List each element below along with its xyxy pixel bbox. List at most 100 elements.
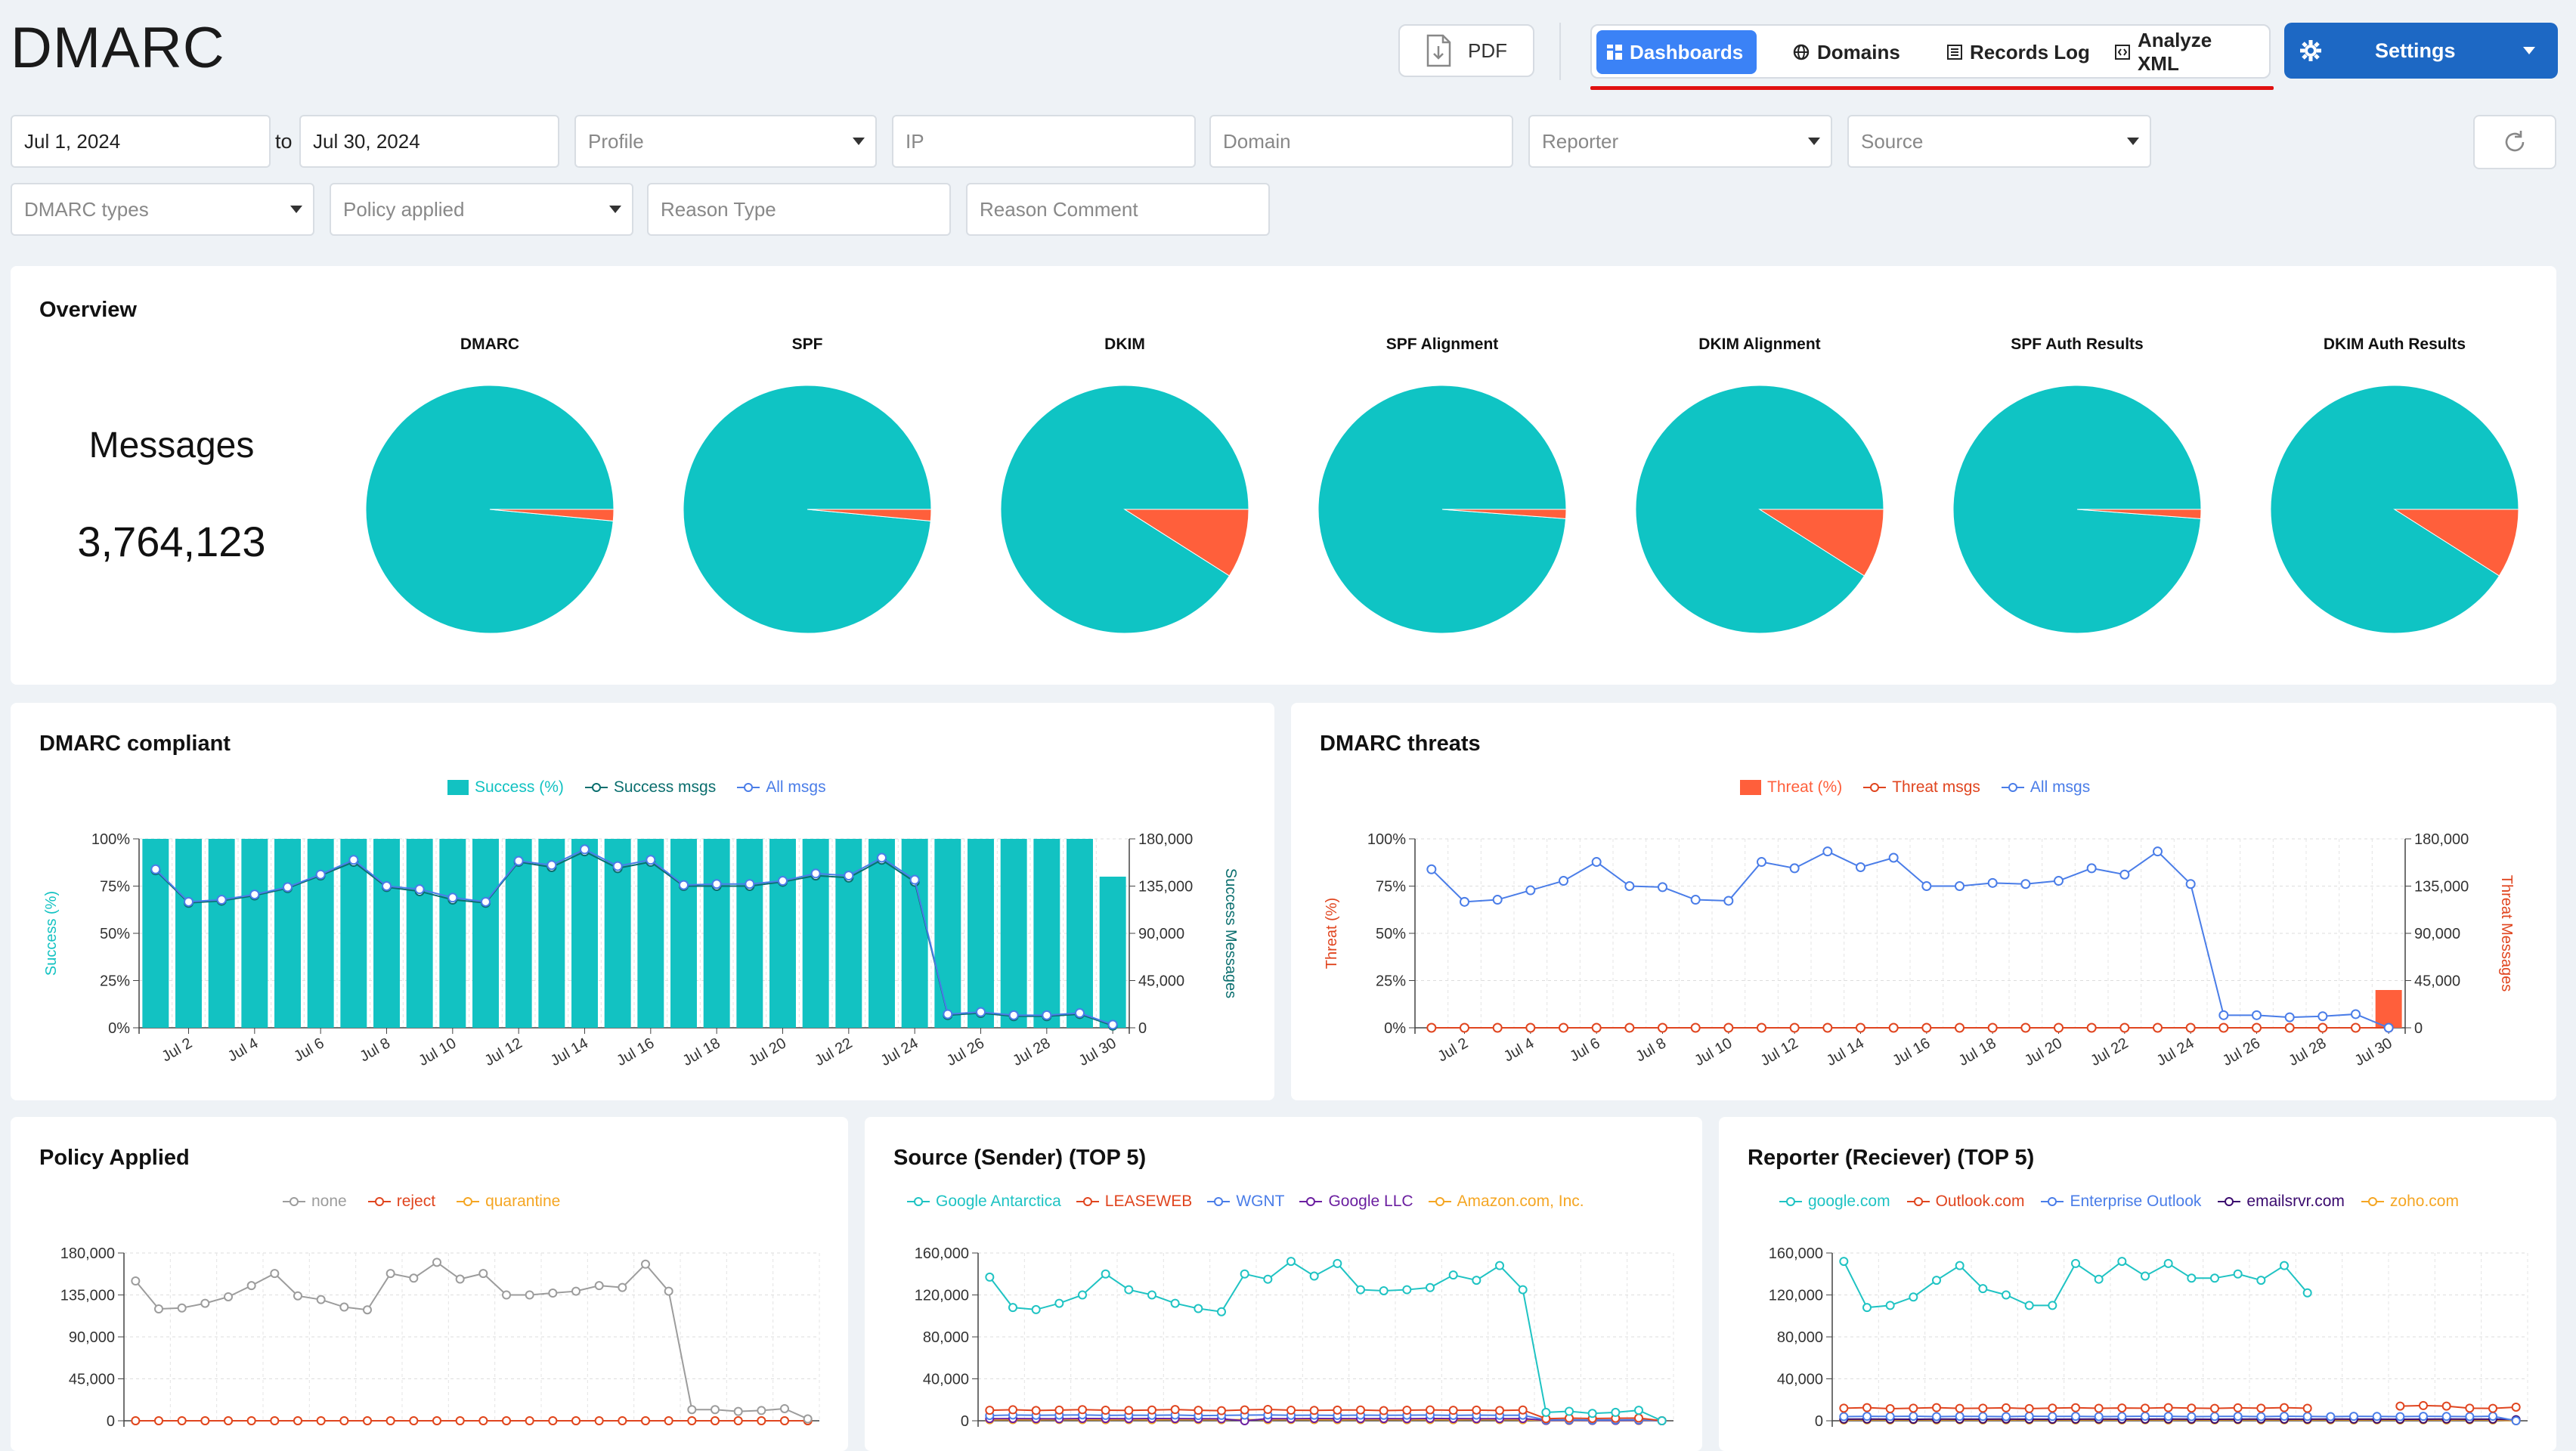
refresh-button[interactable] — [2473, 115, 2556, 169]
pie-chart-dkim-alignment[interactable] — [1631, 381, 1888, 638]
legend-all-msgs[interactable]: All msgs — [737, 778, 826, 797]
date-range-to-label: to — [275, 130, 293, 153]
legend-item[interactable]: zoho.com — [2361, 1193, 2459, 1211]
dashboard-icon — [1607, 45, 1622, 60]
overview-card: Overview Messages 3,764,123 DMARC SPF DKIM… — [11, 266, 2556, 685]
pie-chart-spf[interactable] — [679, 381, 936, 638]
x-tick-label: Jul 28 — [2286, 1035, 2329, 1069]
date-from-input[interactable]: Jul 1, 2024 — [11, 115, 271, 168]
x-tick-label: Jul 22 — [812, 1035, 855, 1069]
series-line — [155, 850, 1113, 1027]
data-point — [2302, 1288, 2312, 1298]
dmarc-types-select[interactable]: DMARC types — [11, 183, 314, 236]
nav-analyze-xml[interactable]: Analyze XML — [2104, 29, 2269, 75]
data-point — [2233, 1412, 2243, 1422]
x-tick-label: Jul 14 — [548, 1035, 591, 1069]
legend-threat-pct[interactable]: Threat (%) — [1740, 778, 1842, 797]
data-point — [548, 1289, 558, 1298]
data-point — [2187, 1403, 2197, 1413]
legend-item[interactable]: Amazon.com, Inc. — [1428, 1193, 1584, 1211]
legend-item[interactable]: none — [283, 1193, 347, 1211]
legend-item[interactable]: Google LLC — [1299, 1193, 1413, 1211]
data-point — [1333, 1405, 1342, 1415]
reason-type-input[interactable]: Reason Type — [647, 183, 951, 236]
legend-item[interactable]: Outlook.com — [1906, 1193, 2024, 1211]
data-point — [154, 1304, 163, 1313]
data-point — [177, 1416, 187, 1425]
policy-applied-chart: 0 45,000 90,000 135,000 180,000 — [60, 1245, 820, 1430]
profile-select[interactable]: Profile — [574, 115, 877, 168]
legend-item[interactable]: Google Antarctica — [907, 1193, 1061, 1211]
ip-input[interactable]: IP — [892, 115, 1196, 168]
data-point — [1690, 895, 1701, 905]
header-divider — [1559, 23, 1561, 80]
data-point — [733, 1416, 743, 1425]
pie-chart-dkim[interactable] — [996, 381, 1253, 638]
data-point — [2024, 1301, 2034, 1310]
x-tick-label: Jul 2 — [159, 1035, 195, 1065]
reporter-select[interactable]: Reporter — [1528, 115, 1832, 168]
pie-chart-dkim-auth-results[interactable] — [2266, 381, 2523, 638]
data-point — [478, 1416, 488, 1425]
pdf-button[interactable]: PDF — [1398, 24, 1534, 77]
pie-chart-spf-alignment[interactable] — [1314, 381, 1571, 638]
dmarc-threats-card: DMARC threats Threat (%) Threat msgs All… — [1291, 703, 2556, 1100]
caret-down-icon — [1808, 138, 1820, 145]
pie-label: SPF Alignment — [1386, 336, 1499, 353]
legend-item[interactable]: Enterprise Outlook — [2041, 1193, 2201, 1211]
data-point — [2395, 1401, 2405, 1411]
data-point — [1448, 1270, 1458, 1280]
data-point — [1885, 1412, 1895, 1422]
legend-all-msgs[interactable]: All msgs — [2001, 778, 2090, 797]
data-point — [1888, 852, 1899, 863]
data-point — [594, 1416, 604, 1425]
nav-dashboards[interactable]: Dashboards — [1596, 30, 1757, 74]
data-point — [2256, 1412, 2266, 1422]
data-point — [711, 1405, 720, 1415]
settings-button[interactable]: Settings — [2284, 23, 2558, 79]
data-point — [1170, 1405, 1180, 1415]
legend-item[interactable]: reject — [367, 1193, 435, 1211]
data-point — [316, 1295, 326, 1304]
y-tick-label: 180,000 — [60, 1245, 115, 1262]
domain-input[interactable]: Domain — [1209, 115, 1513, 168]
x-tick-label: Jul 30 — [2352, 1035, 2395, 1069]
data-point — [293, 1291, 302, 1301]
chevron-down-icon[interactable] — [2523, 47, 2535, 54]
legend-item[interactable]: google.com — [1779, 1193, 1890, 1211]
reason-comment-input[interactable]: Reason Comment — [966, 183, 1270, 236]
legend-item[interactable]: LEASEWEB — [1076, 1193, 1192, 1211]
data-point — [1194, 1406, 1203, 1415]
bar — [934, 839, 961, 1028]
data-point — [745, 879, 755, 889]
data-point — [2256, 1403, 2266, 1413]
pie-chart-spf-auth-results[interactable] — [1949, 381, 2206, 638]
policy-applied-select[interactable]: Policy applied — [330, 183, 633, 236]
legend-item[interactable]: WGNT — [1207, 1193, 1284, 1211]
data-point — [1690, 1023, 1701, 1033]
legend-item[interactable]: emailsrvr.com — [2218, 1193, 2345, 1211]
data-point — [525, 1416, 534, 1425]
data-point — [2317, 1023, 2328, 1033]
legend-threat-msgs[interactable]: Threat msgs — [1863, 778, 1980, 797]
nav-records-log[interactable]: Records Log — [1937, 30, 2101, 74]
source-select[interactable]: Source — [1847, 115, 2151, 168]
x-tick-label: Jul 20 — [2022, 1035, 2065, 1069]
legend-item[interactable]: quarantine — [457, 1193, 560, 1211]
data-point — [2465, 1412, 2475, 1422]
data-point — [1101, 1405, 1110, 1415]
y-tick-label: 160,000 — [1769, 1245, 1823, 1262]
caret-down-icon — [609, 206, 621, 213]
legend-label: Google LLC — [1328, 1193, 1413, 1210]
data-point — [1286, 1257, 1296, 1267]
data-point — [2141, 1271, 2150, 1281]
pie-chart-dmarc[interactable] — [361, 381, 618, 638]
x-tick-label: Jul 8 — [1633, 1035, 1669, 1065]
nav-domains[interactable]: Domains — [1782, 30, 1911, 74]
legend-success-msgs[interactable]: Success msgs — [584, 778, 716, 797]
bar — [769, 839, 796, 1028]
date-to-input[interactable]: Jul 30, 2024 — [299, 115, 559, 168]
y-tick-label: 0 — [1815, 1413, 1823, 1430]
legend-success-pct[interactable]: Success (%) — [447, 778, 564, 797]
data-point — [2002, 1403, 2011, 1412]
